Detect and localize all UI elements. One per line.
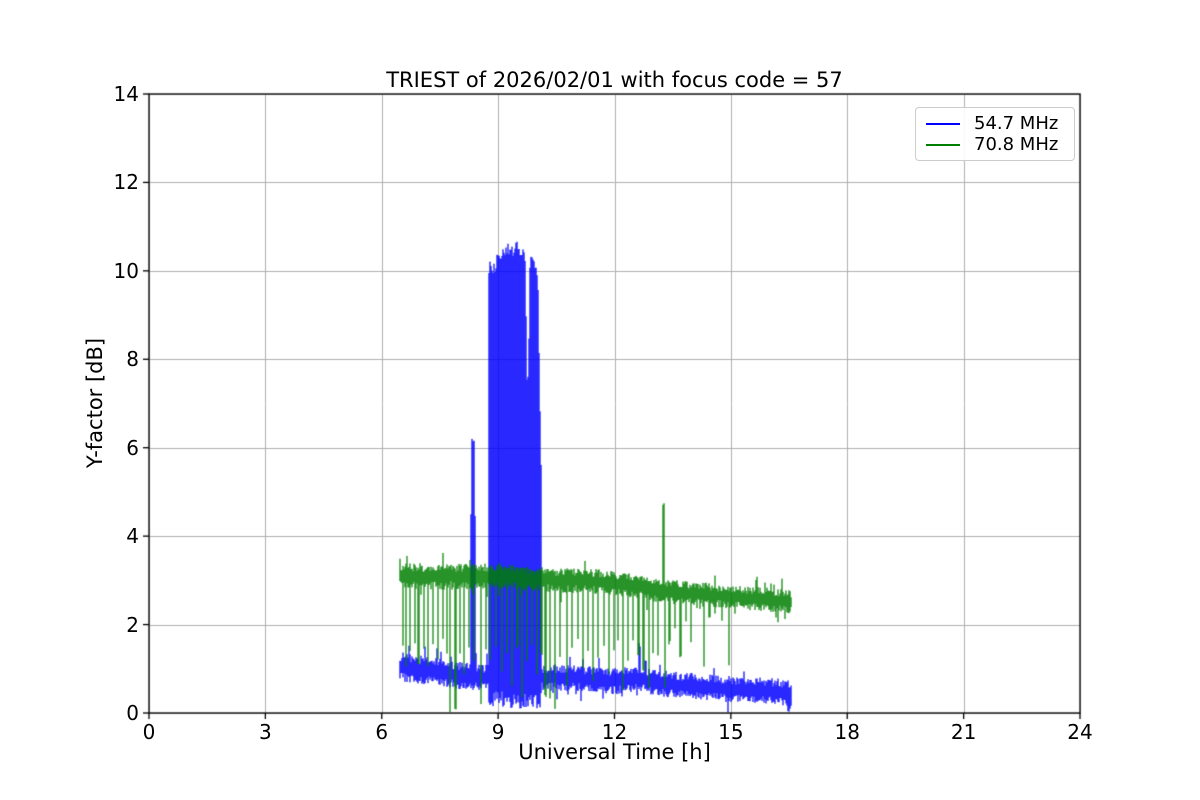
y-tick-label: 12: [113, 170, 139, 195]
y-tick-label: 8: [126, 347, 139, 372]
x-tick-label: 0: [142, 720, 156, 744]
x-tick-label: 9: [491, 720, 505, 744]
x-axis-label: Universal Time [h]: [518, 740, 711, 764]
y-tick-label: 0: [126, 701, 139, 725]
legend-item: 54.7 MHz: [916, 113, 1074, 134]
x-tick-label: 3: [259, 720, 272, 744]
legend-line-icon: [926, 143, 960, 146]
y-tick-label: 14: [113, 82, 139, 106]
x-tick-label: 21: [950, 720, 977, 744]
x-tick-label: 18: [834, 720, 860, 744]
legend-label: 70.8 MHz: [974, 134, 1059, 155]
legend-label: 54.7 MHz: [974, 113, 1059, 134]
chart-title: TRIEST of 2026/02/01 with focus code = 5…: [386, 68, 843, 92]
legend-item: 70.8 MHz: [916, 134, 1074, 155]
x-tick-label: 12: [601, 720, 628, 744]
x-tick-label: 6: [375, 720, 389, 744]
x-tick-label: 15: [718, 720, 744, 744]
x-tick-label: 24: [1067, 720, 1093, 744]
y-tick-label: 10: [113, 258, 139, 283]
legend-line-icon: [926, 122, 960, 125]
legend: 54.7 MHz 70.8 MHz: [915, 107, 1075, 161]
y-tick-label: 6: [126, 435, 139, 460]
y-tick-label: 4: [126, 524, 139, 549]
y-tick-label: 2: [126, 612, 139, 637]
